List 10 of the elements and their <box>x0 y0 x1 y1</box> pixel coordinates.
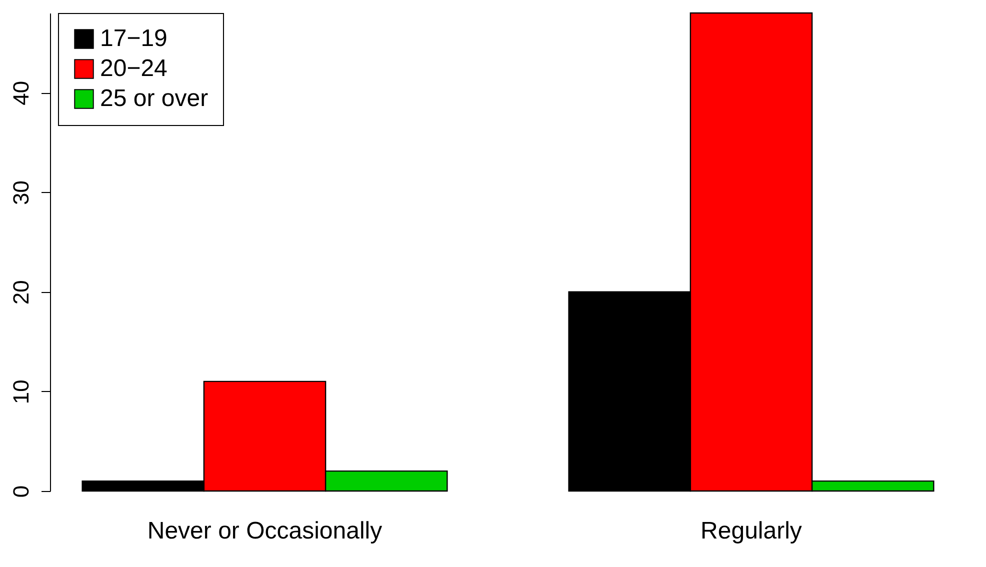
legend-label: 20−24 <box>100 55 168 82</box>
y-tick-label: 0 <box>8 485 34 498</box>
y-tick-label: 20 <box>8 280 34 305</box>
legend-label: 17−19 <box>100 25 168 52</box>
y-tick-label: 10 <box>8 380 34 404</box>
x-tick-label: Regularly <box>700 518 802 544</box>
x-tick-label: Never or Occasionally <box>147 518 382 544</box>
y-tick-label: 30 <box>8 180 34 205</box>
legend-label: 25 or over <box>100 85 208 112</box>
y-tick-label: 40 <box>8 80 34 106</box>
